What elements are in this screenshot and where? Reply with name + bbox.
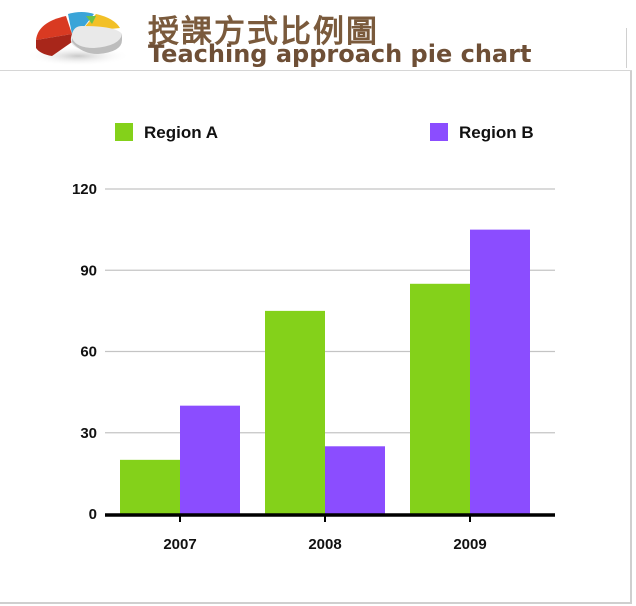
legend-swatch xyxy=(115,123,133,141)
bar xyxy=(265,310,325,514)
y-tick-label: 90 xyxy=(80,262,97,279)
header-divider xyxy=(626,28,635,68)
legend-swatch xyxy=(430,123,448,141)
legend-label: Region B xyxy=(459,123,534,142)
bars xyxy=(120,229,530,514)
x-tick-label: 2007 xyxy=(163,536,196,553)
y-tick-label: 120 xyxy=(72,181,97,198)
y-tick-label: 0 xyxy=(89,506,97,523)
bar xyxy=(120,459,180,514)
y-tick-label: 30 xyxy=(80,425,97,442)
bar xyxy=(325,446,385,514)
header-banner: 授課方式比例圖 Teaching approach pie chart xyxy=(0,0,632,71)
bar xyxy=(410,283,470,514)
bar xyxy=(470,229,530,514)
pie-chart-logo-icon xyxy=(26,12,130,66)
bar xyxy=(180,405,240,514)
x-tick-label: 2008 xyxy=(308,536,341,553)
legend: Region A Region B xyxy=(115,123,534,142)
y-tick-label: 60 xyxy=(80,344,97,361)
legend-label: Region A xyxy=(144,123,218,142)
header-title-chinese: 授課方式比例圖 xyxy=(148,14,379,50)
x-tick-label: 2009 xyxy=(453,536,486,553)
axes: 0 30 60 90 120 2007 2008 2009 xyxy=(72,181,555,553)
header-title-english: Teaching approach pie chart xyxy=(148,40,532,68)
